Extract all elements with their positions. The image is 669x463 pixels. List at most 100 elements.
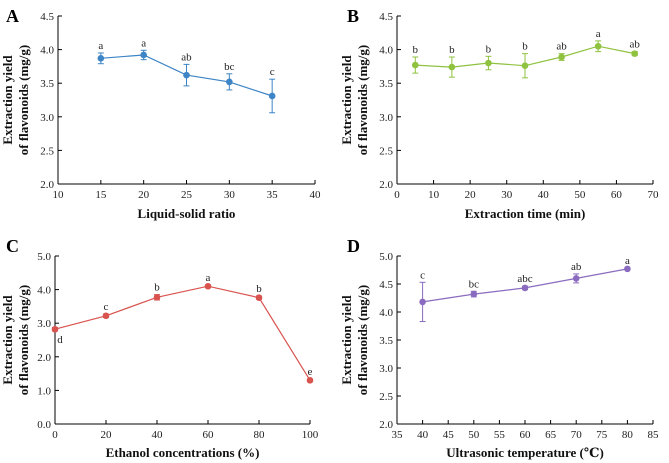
data-point bbox=[521, 284, 529, 292]
data-point bbox=[448, 63, 456, 71]
x-axis-title: Liquid-solid ratio bbox=[138, 206, 236, 221]
y-tick-label: 4.5 bbox=[379, 11, 393, 23]
significance-label: c bbox=[270, 66, 275, 78]
data-point bbox=[140, 51, 147, 59]
x-tick-label: 60 bbox=[611, 189, 623, 201]
y-tick-label: 5.0 bbox=[379, 251, 393, 263]
x-tick-label: 75 bbox=[596, 429, 608, 441]
significance-label: a bbox=[206, 272, 211, 284]
significance-label: a bbox=[625, 255, 630, 267]
x-tick-label: 35 bbox=[392, 429, 404, 441]
significance-label: bc bbox=[469, 278, 480, 290]
significance-label: b bbox=[154, 282, 160, 294]
significance-label: abc bbox=[517, 273, 532, 285]
significance-label: a bbox=[141, 37, 146, 49]
significance-label: e bbox=[308, 366, 313, 378]
y-tick-label: 5.0 bbox=[37, 251, 51, 263]
y-tick-label: 4.0 bbox=[37, 285, 51, 297]
panel-letter: C bbox=[6, 236, 19, 256]
significance-label: b bbox=[413, 44, 419, 56]
series-line bbox=[54, 285, 311, 381]
data-point bbox=[419, 298, 426, 306]
data-point bbox=[521, 62, 529, 70]
significance-label: b bbox=[256, 283, 262, 295]
data-point bbox=[558, 53, 565, 61]
data-point bbox=[624, 265, 631, 273]
x-tick-label: 40 bbox=[538, 189, 550, 201]
data-point bbox=[51, 325, 59, 333]
y-tick-label: 0.0 bbox=[37, 419, 51, 431]
x-tick-label: 0 bbox=[52, 429, 58, 441]
x-tick-label: 35 bbox=[267, 189, 279, 201]
x-tick-label: 50 bbox=[574, 189, 586, 201]
x-tick-label: 100 bbox=[302, 429, 319, 441]
y-axis-title: Extraction yield bbox=[0, 295, 15, 385]
significance-label: b bbox=[486, 43, 492, 55]
x-tick-label: 40 bbox=[417, 429, 429, 441]
data-point bbox=[204, 282, 212, 290]
data-point bbox=[470, 290, 478, 298]
y-tick-label: 4.5 bbox=[40, 11, 54, 23]
y-tick-label: 4.5 bbox=[379, 279, 393, 291]
x-axis-title: Extraction time (min) bbox=[465, 206, 586, 221]
y-tick-label: 4.0 bbox=[379, 45, 393, 57]
x-tick-label: 40 bbox=[152, 429, 164, 441]
x-tick-label: 20 bbox=[138, 189, 150, 201]
panel-letter: A bbox=[6, 6, 19, 26]
significance-label: c bbox=[104, 301, 109, 313]
x-tick-label: 30 bbox=[501, 189, 513, 201]
significance-label: c bbox=[420, 269, 425, 281]
y-tick-label: 3.5 bbox=[40, 78, 54, 90]
x-tick-label: 20 bbox=[465, 189, 477, 201]
y-tick-label: 2.0 bbox=[40, 179, 54, 191]
y-axis-title: of flavonoids (mg/g) bbox=[16, 285, 31, 396]
x-tick-label: 60 bbox=[203, 429, 215, 441]
data-point bbox=[572, 275, 580, 282]
y-axis-title: of flavonoids (mg/g) bbox=[355, 285, 370, 396]
panel-a: A 2.0 2.5 3.0 3.5 4.0 4.5 10 15 20 25 30 35 40 Liquid-… bbox=[0, 6, 321, 221]
x-tick-label: 45 bbox=[443, 429, 455, 441]
significance-label: d bbox=[57, 334, 63, 346]
y-tick-label: 2.0 bbox=[379, 419, 393, 431]
panel-d: D 2.0 2.5 3.0 3.5 4.0 4.5 5.0 35 40 45 50 55 60 65 70 75… bbox=[339, 236, 659, 460]
x-tick-label: 20 bbox=[101, 429, 113, 441]
significance-label: b bbox=[522, 41, 528, 53]
x-tick-label: 80 bbox=[622, 429, 634, 441]
data-point bbox=[153, 294, 161, 301]
x-tick-label: 10 bbox=[53, 189, 65, 201]
x-tick-label: 50 bbox=[468, 429, 480, 441]
x-tick-label: 15 bbox=[95, 189, 107, 201]
y-tick-label: 2.5 bbox=[379, 145, 393, 157]
y-tick-label: 1.0 bbox=[37, 385, 51, 397]
y-axis-title: of flavonoids (mg/g) bbox=[355, 45, 370, 156]
y-tick-label: 4.0 bbox=[40, 45, 54, 57]
x-axis-title: Ethanol concentrations (%) bbox=[106, 445, 260, 460]
x-tick-label: 30 bbox=[224, 189, 236, 201]
data-point bbox=[226, 78, 233, 86]
data-point bbox=[411, 61, 419, 69]
y-tick-label: 4.0 bbox=[379, 307, 393, 319]
panel-b: B 2.0 2.5 3.0 3.5 4.0 4.5 0 10 20 30 40 50 60 70 Extrac… bbox=[339, 6, 659, 221]
y-axis-title: Extraction yield bbox=[339, 55, 354, 145]
significance-label: ab bbox=[571, 261, 582, 273]
data-point bbox=[631, 50, 639, 57]
x-tick-label: 10 bbox=[428, 189, 440, 201]
y-tick-label: 2.0 bbox=[37, 352, 51, 364]
y-tick-label: 2.5 bbox=[40, 145, 54, 157]
x-tick-label: 80 bbox=[254, 429, 266, 441]
x-tick-label: 60 bbox=[520, 429, 532, 441]
x-tick-label: 25 bbox=[181, 189, 193, 201]
x-tick-label: 70 bbox=[571, 429, 583, 441]
panel-letter: B bbox=[347, 6, 359, 26]
panel-letter: D bbox=[347, 236, 360, 256]
significance-label: b bbox=[449, 44, 455, 56]
significance-label: bc bbox=[224, 61, 235, 73]
data-point bbox=[485, 59, 492, 67]
y-tick-label: 3.0 bbox=[37, 318, 51, 330]
y-tick-label: 3.5 bbox=[379, 335, 393, 347]
data-point bbox=[102, 312, 110, 320]
x-tick-label: 0 bbox=[394, 189, 400, 201]
significance-label: ab bbox=[181, 51, 192, 63]
data-point bbox=[268, 92, 276, 100]
y-tick-label: 2.5 bbox=[379, 391, 393, 403]
